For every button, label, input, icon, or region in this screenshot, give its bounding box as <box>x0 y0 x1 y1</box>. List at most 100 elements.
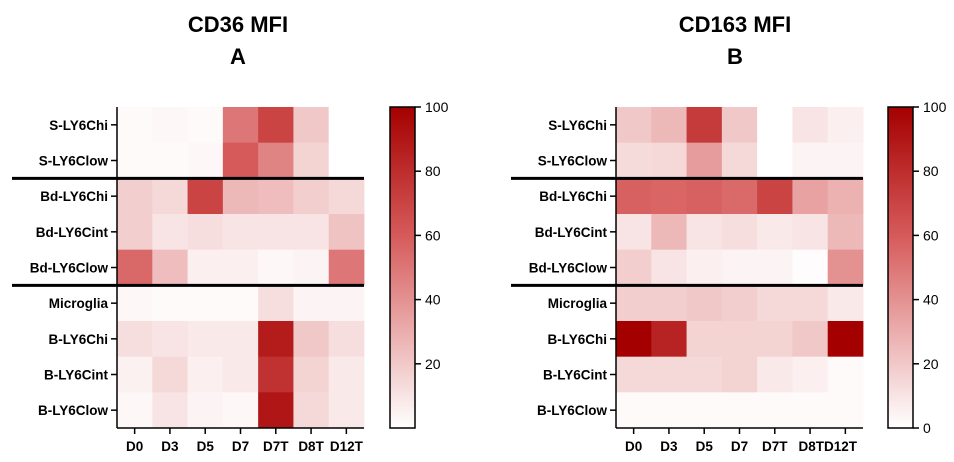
heatmap-cells <box>511 107 864 429</box>
heatmap-cell <box>222 178 259 215</box>
heatmap-cell <box>222 356 259 393</box>
column-label: D8T <box>298 439 324 454</box>
heatmap-cell <box>757 249 793 286</box>
heatmap-cell <box>117 249 153 286</box>
heatmap-cell <box>827 392 864 429</box>
heatmap-cell <box>328 142 365 179</box>
heatmap-cell <box>686 356 723 393</box>
heatmap-cell <box>686 214 723 251</box>
heatmap-cell <box>187 392 224 429</box>
heatmap-cell <box>792 285 829 322</box>
column-label: D8TD12T <box>798 439 857 454</box>
row-label: Bd-LY6Clow <box>30 261 109 276</box>
heatmap-cell <box>117 321 153 358</box>
heatmap-cell <box>792 214 829 251</box>
colorbar-tick-label: 0 <box>923 420 931 436</box>
heatmap-cell <box>328 321 365 358</box>
heatmap-cell <box>117 214 153 251</box>
heatmap-cell <box>686 285 723 322</box>
heatmap-cell <box>187 249 224 286</box>
heatmap-cell <box>152 392 188 429</box>
heatmap-cell <box>258 107 294 144</box>
heatmap-cell <box>117 178 153 215</box>
heatmap-cell <box>686 392 723 429</box>
heatmap-cell <box>616 249 652 286</box>
heatmap-cell <box>686 142 723 179</box>
column-labels: D0 D3 D5 D7 D7T D8T D12T <box>126 428 364 454</box>
colorbar: 0 20 40 60 80 100 <box>887 99 947 436</box>
column-label: D7 <box>232 439 249 454</box>
heatmap-cell <box>827 356 864 393</box>
heatmap-cell <box>616 285 652 322</box>
row-label: Microglia <box>49 296 109 311</box>
heatmap-cell <box>258 178 294 215</box>
column-label: D5 <box>197 439 215 454</box>
row-label: Bd-LY6Cint <box>36 225 109 240</box>
heatmap-cell <box>152 178 188 215</box>
heatmap-cell <box>616 392 652 429</box>
heatmap-cell <box>757 107 793 144</box>
heatmap-cell <box>293 214 330 251</box>
heatmap-cell <box>117 356 153 393</box>
heatmap-cell <box>792 321 829 358</box>
heatmap-cell <box>293 321 330 358</box>
heatmap-cell <box>616 321 652 358</box>
heatmap-cell <box>222 321 259 358</box>
heatmap-cell <box>616 178 652 215</box>
heatmap-cell <box>187 142 224 179</box>
heatmap-cell <box>117 392 153 429</box>
row-label: Microglia <box>548 296 608 311</box>
row-label: S-LY6Clow <box>39 154 109 169</box>
colorbar-gradient <box>887 106 914 429</box>
heatmap-cell <box>827 214 864 251</box>
heatmap-cell <box>328 107 365 144</box>
heatmap-cell <box>792 356 829 393</box>
heatmap-cell <box>827 249 864 286</box>
chart-title: CD36 MFI <box>188 12 288 37</box>
heatmap-cell <box>187 178 224 215</box>
heatmap-cell <box>152 285 188 322</box>
heatmap-panel-cd163: CD163 MFI B S-LY6Chi S-LY6Clow Bd-LY6Chi Bd… <box>511 12 947 454</box>
colorbar-tick-label: 80 <box>425 163 441 179</box>
heatmap-cell <box>686 107 723 144</box>
heatmap-cell <box>152 142 188 179</box>
heatmap-cell <box>721 356 758 393</box>
colorbar-tick-label: 40 <box>923 292 939 308</box>
heatmap-cell <box>651 392 687 429</box>
heatmap-cell <box>293 356 330 393</box>
heatmap-cell <box>222 285 259 322</box>
heatmap-cell <box>721 285 758 322</box>
column-label: D7T <box>762 439 788 454</box>
heatmap-cell <box>827 107 864 144</box>
row-label: Bd-LY6Chi <box>40 189 108 204</box>
column-label: D0 <box>625 439 642 454</box>
heatmap-cell <box>721 107 758 144</box>
heatmap-cell <box>721 178 758 215</box>
row-label: S-LY6Clow <box>538 154 608 169</box>
heatmap-cell <box>757 214 793 251</box>
heatmap-cell <box>616 356 652 393</box>
heatmap-cell <box>152 214 188 251</box>
heatmap-cell <box>616 107 652 144</box>
column-label: D7T <box>263 439 289 454</box>
colorbar-tick-label: 60 <box>425 227 441 243</box>
heatmap-cell <box>721 142 758 179</box>
heatmap-cells <box>12 107 365 429</box>
heatmap-cell <box>222 249 259 286</box>
row-labels: S-LY6Chi S-LY6Clow Bd-LY6Chi Bd-LY6Cint Bd-L… <box>30 118 117 418</box>
colorbar-tick-label: 100 <box>425 99 449 115</box>
heatmap-cell <box>616 214 652 251</box>
heatmap-cell <box>328 214 365 251</box>
column-label: D3 <box>660 439 678 454</box>
row-label: B-LY6Cint <box>44 368 109 383</box>
heatmap-cell <box>686 178 723 215</box>
chart-title: CD163 MFI <box>679 12 791 37</box>
row-label: B-LY6Chi <box>547 332 607 347</box>
colorbar-gradient <box>389 106 416 429</box>
heatmap-cell <box>152 107 188 144</box>
heatmap-cell <box>187 285 224 322</box>
heatmap-cell <box>187 214 224 251</box>
heatmap-cell <box>258 356 294 393</box>
row-label: B-LY6Cint <box>543 368 608 383</box>
